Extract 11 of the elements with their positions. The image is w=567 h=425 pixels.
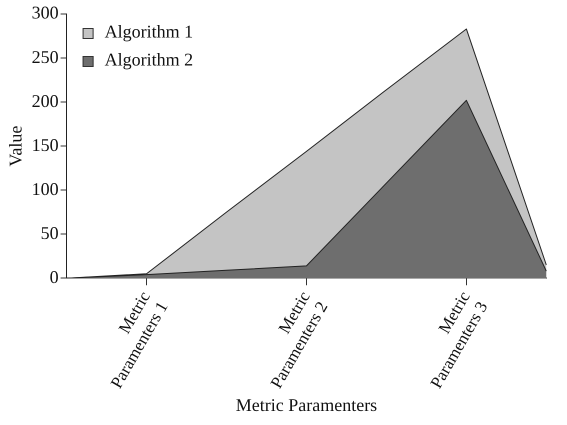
- y-tick-label: 0: [50, 266, 59, 287]
- y-tick-label: 50: [40, 222, 59, 243]
- y-tick-label: 200: [32, 90, 59, 111]
- y-tick-label: 100: [32, 178, 59, 199]
- y-tick-label: 300: [32, 2, 59, 23]
- y-tick-label: 150: [32, 134, 59, 155]
- y-axis-title: Value: [6, 126, 26, 167]
- y-tick-label: 250: [32, 46, 59, 67]
- x-axis-title: Metric Paramenters: [236, 394, 378, 415]
- legend-label: Algorithm 1: [104, 22, 194, 42]
- legend-label: Algorithm 2: [104, 50, 194, 70]
